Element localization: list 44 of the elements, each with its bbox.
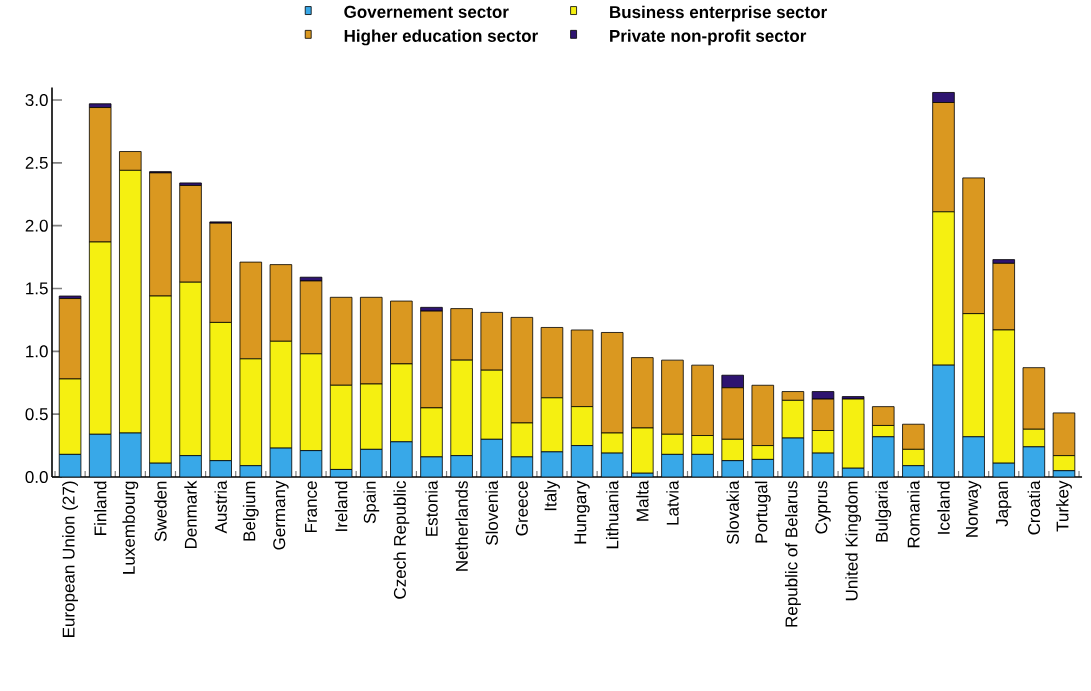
x-tick-label: Finland <box>93 481 107 535</box>
y-tick-label: 1.5 <box>26 282 48 295</box>
y-tick-label: 0.5 <box>25 408 48 421</box>
x-tick-label: France <box>305 481 317 533</box>
x-tick-label: Bulgaria <box>875 480 892 542</box>
x-tick-label: Italy <box>544 480 560 511</box>
x-tick-label: Malta <box>636 480 649 521</box>
x-tick-label: Hungary <box>574 480 590 544</box>
x-tick-label: Luxembourg <box>122 481 139 574</box>
x-tick-label: Japan <box>996 481 1012 527</box>
x-tick-label: Lithuania <box>605 480 619 549</box>
x-tick-label: Slovakia <box>726 480 739 545</box>
x-tick-label: Denmark <box>184 480 197 549</box>
x-tick-label: Cyprus <box>815 481 831 534</box>
x-tick-label: United Kingdom <box>845 481 862 601</box>
x-tick-label: European Union (27) <box>62 481 78 637</box>
x-tick-label: Turkey <box>1056 480 1072 532</box>
x-tick-label: Romania <box>907 480 920 548</box>
x-tick-label: Portugal <box>754 481 771 543</box>
x-tick-label: Czech Republic <box>393 481 410 599</box>
x-tick-label: Estonia <box>425 480 438 536</box>
x-tick-label: Austria <box>214 480 227 534</box>
x-tick-label: Germany <box>273 480 289 550</box>
x-tick-label: Sweden <box>154 481 167 542</box>
y-tick-label: 0.0 <box>25 470 48 484</box>
legend-label: Business enterprise sector <box>610 5 827 22</box>
legend-label: Higher education sector <box>344 29 538 46</box>
x-tick-label: Latvia <box>666 480 679 525</box>
x-tick-label: Croatia <box>1027 480 1041 535</box>
x-tick-label: Iceland <box>937 481 950 534</box>
legend-label: Governement sector <box>344 5 509 18</box>
x-tick-label: Netherlands <box>455 481 468 571</box>
x-tick-label: Norway <box>966 480 982 537</box>
y-tick-label: 2.5 <box>25 156 48 169</box>
y-tick-label: 3.0 <box>25 93 48 107</box>
x-tick-label: Slovenia <box>485 480 498 545</box>
legend-label: Private non-profit sector <box>610 29 807 46</box>
x-tick-label: Belgium <box>242 481 259 541</box>
x-tick-label: Ireland <box>334 481 348 531</box>
x-tick-label: Greece <box>515 481 528 536</box>
x-tick-label: Republic of Belarus <box>784 481 801 627</box>
y-tick-label: 2.0 <box>25 219 48 232</box>
x-tick-label: Spain <box>363 481 380 524</box>
y-tick-label: 1.0 <box>26 345 48 358</box>
